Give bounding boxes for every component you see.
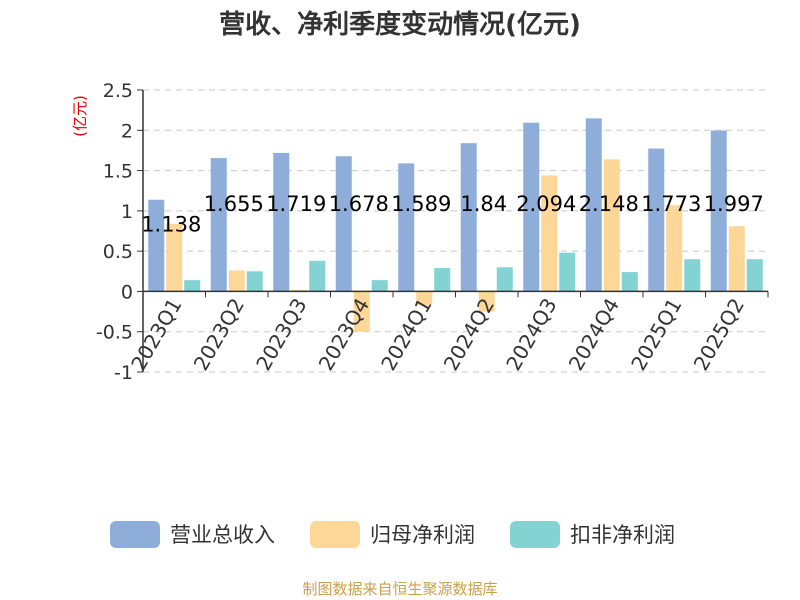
bar-series-3 [434, 268, 451, 292]
bar-series-3 [246, 271, 263, 292]
bar-series-3 [559, 252, 576, 292]
legend-label: 归母净利润 [370, 523, 475, 547]
bar-series-1 [460, 143, 477, 292]
bar-series-1 [335, 156, 352, 292]
bar-series-3 [746, 259, 763, 292]
data-label: 1.84 [460, 192, 507, 216]
x-tick-labels: 2023Q1 2023Q2 2023Q3 2023Q4 2024Q1 2024Q2 2024… [126, 294, 749, 375]
x-tick-label: 2023Q3 [251, 294, 311, 375]
bar-series-2 [228, 270, 245, 292]
bar-series-3 [496, 267, 513, 292]
bar-series-2 [166, 223, 183, 292]
y-tick-label: 0.5 [103, 241, 133, 263]
y-tick-label: 1.5 [103, 161, 133, 183]
bar-series-1 [585, 118, 602, 292]
axes [137, 89, 769, 373]
data-label: 2.094 [516, 192, 576, 216]
x-tick-label: 2024Q2 [439, 294, 499, 375]
x-tick-label: 2023Q1 [126, 294, 186, 375]
bar-series-2 [666, 205, 683, 292]
data-label: 1.997 [704, 192, 764, 216]
data-label: 1.138 [141, 213, 201, 237]
bar-series-3 [621, 272, 638, 292]
legend-swatch-1 [110, 521, 160, 548]
bar-series-3 [309, 260, 326, 292]
bar-series-2 [728, 226, 745, 292]
data-label: 1.719 [266, 192, 326, 216]
legend: 营业总收入 归母净利润 扣非净利润 [110, 521, 675, 548]
bar-series-2 [478, 291, 495, 312]
bar-series-2 [416, 291, 433, 306]
x-tick-label: 2025Q1 [626, 294, 686, 375]
bars-group [148, 118, 763, 332]
chart-title: 营收、净利季度变动情况(亿元) [219, 9, 581, 40]
bar-series-1 [710, 130, 727, 292]
bar-series-3 [184, 280, 201, 292]
y-tick-label: 1 [121, 201, 133, 223]
bar-series-1 [398, 163, 415, 292]
data-label: 1.678 [329, 192, 389, 216]
data-label: 1.655 [204, 192, 264, 216]
x-tick-label: 2024Q1 [376, 294, 436, 375]
bar-series-2 [541, 175, 558, 292]
y-tick-labels: 2.5 2 1.5 1 0.5 0 -0.5 -1 [96, 80, 133, 384]
x-tick-label: 2023Q2 [189, 294, 249, 375]
data-label: 2.148 [579, 192, 639, 216]
y-tick-label: -0.5 [96, 322, 133, 344]
data-label: 1.773 [641, 192, 701, 216]
y-tick-label: 2 [121, 120, 133, 142]
bar-series-2 [603, 159, 620, 292]
y-axis-unit-label: (亿元) [71, 95, 89, 137]
x-tick-label: 2024Q4 [564, 294, 624, 375]
bar-series-1 [210, 158, 227, 292]
legend-swatch-3 [510, 521, 560, 548]
bar-series-1 [648, 148, 665, 292]
y-tick-label: -1 [114, 362, 133, 384]
x-tick-label: 2025Q2 [689, 294, 749, 375]
data-label: 1.589 [391, 192, 451, 216]
y-tick-label: 2.5 [103, 80, 133, 102]
bar-series-1 [523, 122, 540, 292]
legend-label: 营业总收入 [170, 523, 275, 547]
bar-series-1 [148, 199, 165, 292]
bar-series-3 [684, 259, 701, 292]
legend-swatch-2 [310, 521, 360, 548]
source-note: 制图数据来自恒生聚源数据库 [302, 580, 497, 598]
bar-series-1 [273, 152, 290, 292]
y-tick-label: 0 [121, 281, 133, 303]
bar-series-2 [353, 291, 370, 332]
bar-series-3 [371, 280, 388, 292]
bar-series-2 [291, 289, 308, 292]
legend-label: 扣非净利润 [570, 523, 675, 547]
x-tick-label: 2024Q3 [501, 294, 561, 375]
x-tick-label: 2023Q4 [314, 294, 374, 375]
